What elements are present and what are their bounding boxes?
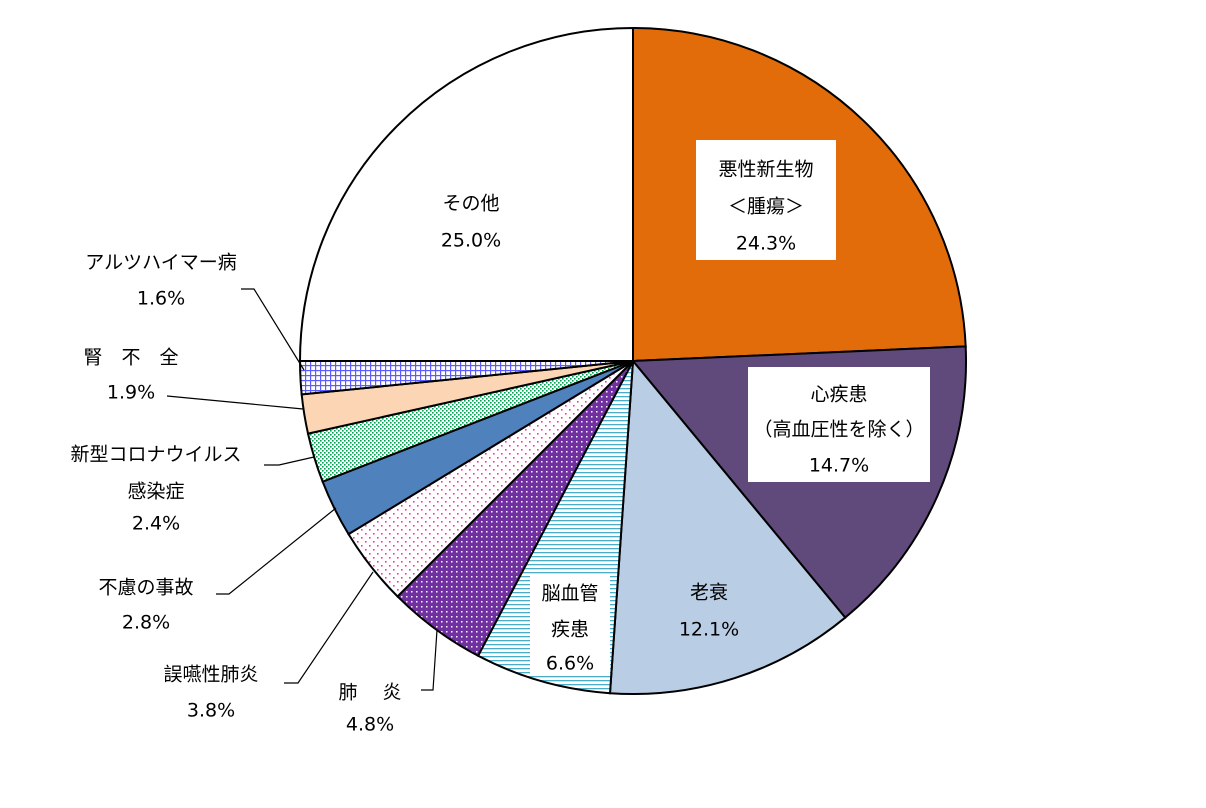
slice-label-脳血管: 疾患 xyxy=(551,619,589,641)
slice-label-心疾患: （高血圧性を除く） xyxy=(753,419,924,441)
slice-11 xyxy=(298,26,634,362)
slice-label-新型コロナウイルス: 感染症 xyxy=(127,481,184,503)
leader-line-新型コロナウイルス xyxy=(264,456,315,466)
leader-line-肺炎 xyxy=(421,629,438,691)
data-label-新型コロナウイルス: 2.4% xyxy=(132,513,180,535)
data-label-心疾患: 14.7% xyxy=(809,455,869,477)
leader-line-誤嚥性肺炎 xyxy=(284,571,374,684)
slice-label-肺炎: 肺 炎 xyxy=(338,682,401,704)
slice-label-新型コロナウイルス: 新型コロナウイルス xyxy=(70,444,241,466)
data-label-肺炎: 4.8% xyxy=(346,714,394,736)
slice-label-脳血管: 脳血管 xyxy=(541,583,598,605)
label-box-脳血管 xyxy=(530,575,610,675)
slice-label-悪性新生物: 悪性新生物 xyxy=(718,159,813,181)
data-label-その他: 25.0% xyxy=(441,230,501,252)
leader-line-アルツハイマー病 xyxy=(241,288,305,371)
slice-label-悪性新生物: ＜腫瘍＞ xyxy=(728,196,804,218)
leader-line-腎不全 xyxy=(166,395,304,410)
slice-label-腎不全: 腎 不 全 xyxy=(83,347,178,369)
data-label-悪性新生物: 24.3% xyxy=(736,233,796,255)
slice-label-アルツハイマー病: アルツハイマー病 xyxy=(85,252,236,274)
slice-label-心疾患: 心疾患 xyxy=(810,384,867,406)
leader-lines xyxy=(166,288,438,691)
data-label-不慮の事故: 2.8% xyxy=(122,612,170,634)
data-label-アルツハイマー病: 1.6% xyxy=(137,288,185,310)
slice-label-不慮の事故: 不慮の事故 xyxy=(98,577,193,599)
data-label-腎不全: 1.9% xyxy=(107,382,155,404)
slice-labels: 悪性新生物 ＜腫瘍＞ 24.3% 心疾患 （高血圧性を除く） 14.7% 老衰 12.1% 脳血… xyxy=(70,140,930,736)
slice-3 xyxy=(608,358,847,695)
leader-line-不慮の事故 xyxy=(216,507,337,595)
label-box-悪性新生物 xyxy=(696,140,836,260)
data-label-誤嚥性肺炎: 3.8% xyxy=(187,700,235,722)
pie-slices xyxy=(298,26,968,695)
data-label-脳血管: 6.6% xyxy=(546,653,594,675)
slice-label-その他: その他 xyxy=(442,193,499,215)
label-box-心疾患 xyxy=(748,367,930,482)
slice-label-老衰: 老衰 xyxy=(690,582,728,604)
data-label-老衰: 12.1% xyxy=(679,619,739,641)
slice-label-誤嚥性肺炎: 誤嚥性肺炎 xyxy=(163,664,258,686)
